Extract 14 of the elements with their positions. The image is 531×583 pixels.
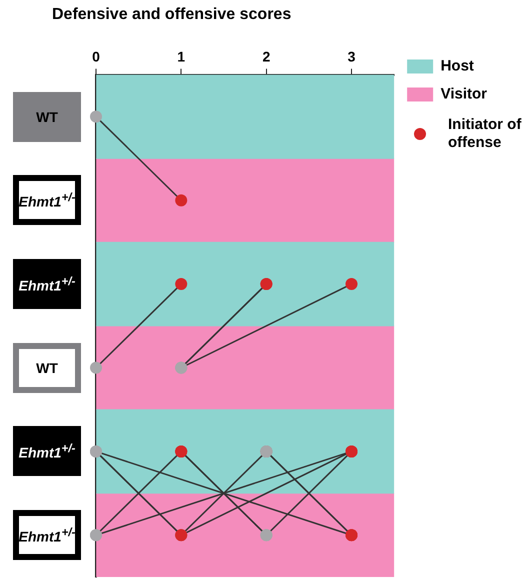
y-tick-label: Ehmt1$^{+/-}$ xyxy=(18,274,76,294)
y-tick-label: WT xyxy=(36,109,58,125)
x-tick-label: 3 xyxy=(348,48,356,64)
legend-label: Host xyxy=(440,58,474,75)
y-tick-label: Ehmt1$^{+/-}$ xyxy=(18,442,76,460)
y-tick-label: WT xyxy=(36,360,58,376)
y-tick-label: Ehmt1$^{+/-}$ xyxy=(18,190,76,210)
x-tick-label: 1 xyxy=(177,48,186,64)
y-tick-label: Ehmt1$^{+/-}$ xyxy=(18,526,76,544)
legend-label: Visitor xyxy=(440,86,488,103)
x-tick-label: 0 xyxy=(92,48,100,64)
x-tick-label: 2 xyxy=(262,48,270,64)
chart-title: Defensive and offensive scores xyxy=(52,6,292,24)
text: Initiator of offense xyxy=(448,116,522,152)
